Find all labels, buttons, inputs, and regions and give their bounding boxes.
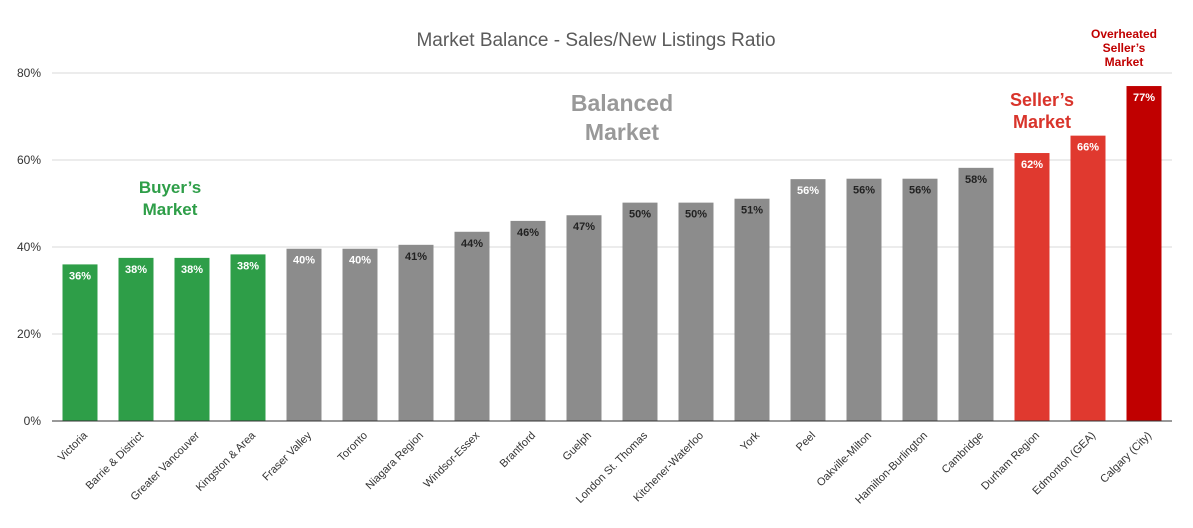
- annotation-line: Seller’s: [1103, 41, 1146, 55]
- y-tick-label: 0%: [24, 414, 42, 428]
- data-labels: 36% 38% 38% 38% 40% 40% 41% 44% 46% 47% 50% 50% 51% 5…: [69, 92, 1155, 282]
- x-tick-label: Peel: [794, 430, 818, 454]
- bar: [790, 179, 826, 421]
- buyers-market-annotation: Buyer’s Market: [139, 178, 201, 219]
- data-label: 51%: [741, 205, 763, 217]
- data-label: 40%: [349, 255, 371, 267]
- data-label: 62%: [1021, 159, 1043, 171]
- data-label: 77%: [1133, 92, 1155, 104]
- annotation-line: Market: [1013, 112, 1071, 132]
- bar: [174, 257, 210, 421]
- bar: [286, 248, 322, 421]
- bar: [958, 167, 994, 421]
- data-label: 40%: [293, 255, 315, 267]
- x-tick-label: Barrie & District: [84, 430, 147, 493]
- y-tick-label: 60%: [17, 153, 41, 167]
- x-tick-label: Durham Region: [979, 430, 1042, 493]
- bar: [566, 215, 602, 421]
- data-label: 38%: [237, 260, 259, 272]
- bar: [902, 178, 938, 421]
- data-label: 41%: [405, 251, 427, 263]
- y-axis-ticks: 0% 20% 40% 60% 80%: [17, 66, 41, 428]
- bar: [454, 231, 490, 421]
- bar: [118, 257, 154, 421]
- annotation-line: Seller’s: [1010, 90, 1074, 110]
- bar: [62, 264, 98, 421]
- annotation-line: Overheated: [1091, 27, 1157, 41]
- data-label: 38%: [125, 264, 147, 276]
- annotation-line: Balanced: [571, 90, 673, 116]
- overheated-market-annotation: Overheated Seller’s Market: [1091, 27, 1157, 69]
- x-tick-label: Calgary (City): [1098, 430, 1154, 486]
- bar: [510, 220, 546, 421]
- data-label: 38%: [181, 264, 203, 276]
- y-tick-label: 20%: [17, 327, 41, 341]
- x-tick-label: Niagara Region: [364, 430, 427, 493]
- x-tick-label: Edmonton (GEA): [1030, 430, 1098, 498]
- x-tick-label: York: [738, 429, 762, 453]
- bar: [1126, 86, 1162, 422]
- sellers-market-annotation: Seller’s Market: [1010, 90, 1074, 132]
- data-label: 47%: [573, 221, 595, 233]
- data-label: 56%: [853, 185, 875, 197]
- data-label: 56%: [909, 185, 931, 197]
- bar: [230, 254, 266, 421]
- annotation-line: Market: [585, 119, 659, 145]
- data-label: 58%: [965, 174, 987, 186]
- x-tick-label: Cambridge: [940, 430, 987, 477]
- chart-title: Market Balance - Sales/New Listings Rati…: [416, 30, 775, 51]
- balanced-market-annotation: Balanced Market: [571, 90, 673, 145]
- data-label: 46%: [517, 227, 539, 239]
- data-label: 50%: [629, 209, 651, 221]
- x-tick-label: Guelph: [561, 430, 595, 464]
- annotation-line: Market: [143, 200, 198, 219]
- bar: [678, 202, 714, 421]
- x-tick-label: Kingston & Area: [194, 429, 259, 494]
- x-tick-label: Toronto: [336, 430, 370, 464]
- x-tick-label: Oakville-Milton: [815, 430, 874, 489]
- data-label: 50%: [685, 209, 707, 221]
- bar: [1014, 153, 1050, 422]
- bar: [1070, 135, 1106, 421]
- data-label: 36%: [69, 270, 91, 282]
- x-tick-label: Windsor-Essex: [421, 429, 482, 490]
- y-tick-label: 80%: [17, 66, 41, 80]
- bar: [622, 202, 658, 421]
- data-label: 44%: [461, 238, 483, 250]
- y-tick-label: 40%: [17, 240, 41, 254]
- bar: [846, 178, 882, 421]
- x-tick-label: Fraser Valley: [260, 429, 314, 483]
- data-label: 66%: [1077, 142, 1099, 154]
- bar: [342, 248, 378, 421]
- x-tick-label: Victoria: [56, 429, 91, 464]
- x-tick-label: Brantford: [498, 430, 538, 470]
- annotation-line: Market: [1105, 55, 1144, 69]
- data-label: 56%: [797, 185, 819, 197]
- bars: [62, 86, 1162, 422]
- bar: [734, 198, 770, 421]
- bar: [398, 244, 434, 421]
- annotation-line: Buyer’s: [139, 178, 201, 197]
